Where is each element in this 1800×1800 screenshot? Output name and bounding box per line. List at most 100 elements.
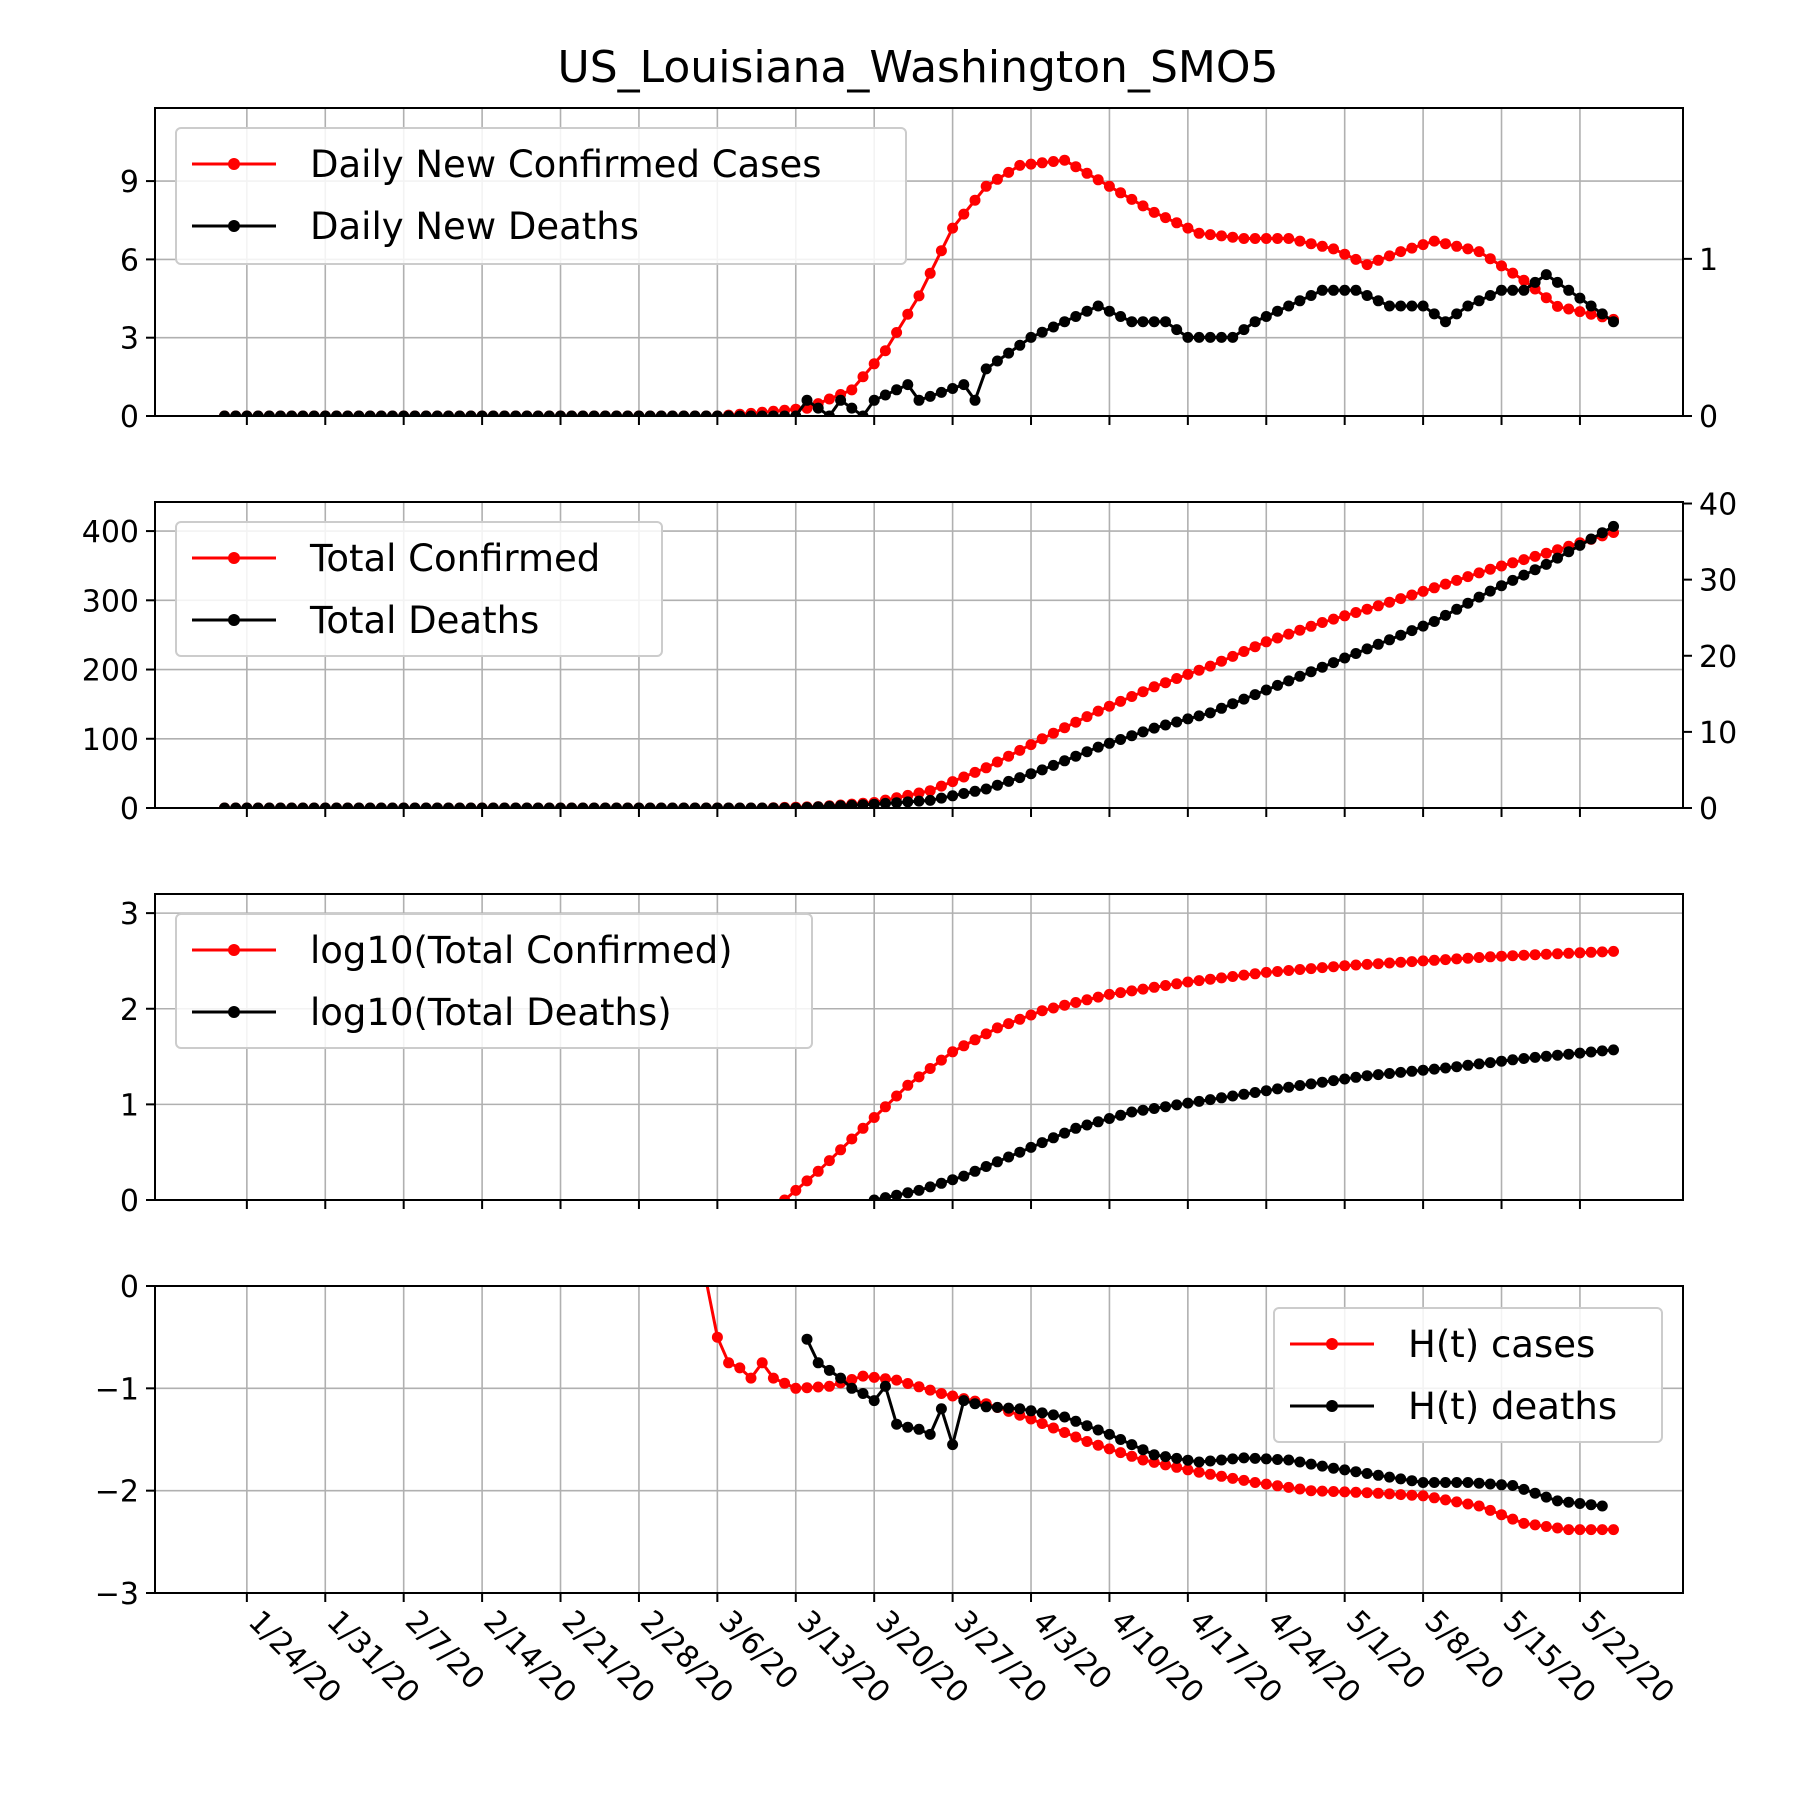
data-point	[1406, 300, 1418, 312]
data-point	[868, 798, 880, 808]
data-point	[353, 410, 365, 416]
data-point	[1428, 954, 1440, 966]
data-point	[1473, 1477, 1485, 1489]
data-point	[1473, 591, 1485, 603]
data-point	[1182, 331, 1194, 343]
series-line	[783, 949, 1614, 1200]
data-point	[667, 802, 678, 808]
data-point	[1238, 646, 1250, 657]
y2-tick-label: 0	[1699, 792, 1718, 827]
data-point	[1294, 964, 1306, 975]
data-point	[1081, 167, 1093, 179]
data-point	[1227, 1090, 1239, 1102]
data-point	[1126, 1439, 1138, 1451]
data-point	[1316, 240, 1328, 252]
data-point	[1014, 339, 1026, 351]
legend-swatch-marker	[228, 220, 240, 232]
data-point	[947, 776, 959, 788]
data-point	[1171, 1461, 1183, 1473]
data-point	[1182, 976, 1194, 988]
data-point	[913, 1423, 925, 1435]
axes-frame	[154, 893, 1684, 1201]
data-point	[443, 410, 454, 416]
data-point	[1160, 212, 1171, 224]
data-point	[891, 1374, 903, 1386]
data-point	[1507, 267, 1519, 279]
data-point	[1103, 1113, 1115, 1124]
data-point	[286, 410, 298, 416]
data-point	[1518, 274, 1530, 286]
data-point	[902, 1378, 914, 1389]
data-point	[499, 410, 510, 416]
data-point	[879, 389, 891, 401]
data-point	[969, 766, 981, 778]
data-point	[734, 410, 746, 416]
data-point	[1025, 331, 1037, 343]
data-point	[409, 410, 421, 416]
legend-box	[175, 127, 907, 265]
data-point	[879, 1380, 891, 1392]
data-point	[1294, 235, 1306, 247]
data-point	[510, 802, 522, 808]
data-point	[1395, 956, 1407, 968]
data-point	[308, 410, 320, 416]
y-tick-label: 3	[120, 897, 139, 932]
data-point	[891, 797, 903, 808]
data-point	[1182, 1097, 1194, 1109]
data-point	[790, 410, 802, 416]
figure-title: US_Louisiana_Washington_SMO5	[558, 42, 1279, 93]
data-point	[857, 1388, 869, 1399]
data-point	[1339, 610, 1351, 622]
data-point	[1507, 1480, 1519, 1491]
data-point	[1462, 1477, 1474, 1488]
data-point	[1294, 624, 1306, 636]
data-point	[1227, 971, 1239, 982]
data-point	[846, 402, 858, 414]
data-point	[1238, 1452, 1250, 1464]
data-point	[1417, 585, 1429, 597]
data-point	[275, 802, 286, 808]
data-point	[1462, 1498, 1474, 1510]
data-point	[846, 799, 858, 808]
data-point	[1316, 617, 1328, 628]
data-point	[1395, 1489, 1407, 1501]
data-point	[1047, 1422, 1059, 1434]
data-point	[308, 802, 320, 808]
data-point	[543, 410, 555, 416]
y-tick-label: 1	[120, 1088, 139, 1123]
data-point	[1361, 259, 1373, 271]
data-point	[767, 410, 779, 416]
data-point	[1003, 347, 1015, 359]
data-point	[1182, 1454, 1194, 1466]
data-point	[1328, 1075, 1339, 1087]
data-point	[1372, 254, 1384, 266]
data-point	[857, 1122, 869, 1134]
series-line	[224, 272, 1615, 416]
data-point	[387, 802, 398, 808]
data-point	[812, 402, 824, 414]
data-point	[1540, 292, 1552, 304]
data-point	[263, 802, 275, 808]
data-point	[1440, 578, 1451, 590]
data-point	[1384, 1488, 1395, 1500]
data-point	[599, 410, 611, 416]
y-tick-label: 3	[120, 322, 139, 357]
data-point	[1507, 950, 1519, 962]
data-point	[1126, 1450, 1138, 1462]
legend-label: Daily New Confirmed Cases	[310, 143, 822, 186]
data-point	[1384, 596, 1395, 608]
legend-box	[175, 521, 663, 657]
data-point	[1518, 1483, 1530, 1495]
data-point	[801, 802, 813, 808]
data-point	[801, 394, 813, 406]
data-point	[297, 410, 309, 416]
data-point	[1249, 233, 1261, 244]
data-point	[1047, 727, 1059, 739]
data-point	[1249, 316, 1261, 328]
data-point	[711, 802, 723, 808]
data-point	[1272, 1480, 1283, 1492]
data-point	[543, 802, 555, 808]
data-point	[756, 802, 768, 808]
legend-swatch-marker	[228, 614, 240, 626]
